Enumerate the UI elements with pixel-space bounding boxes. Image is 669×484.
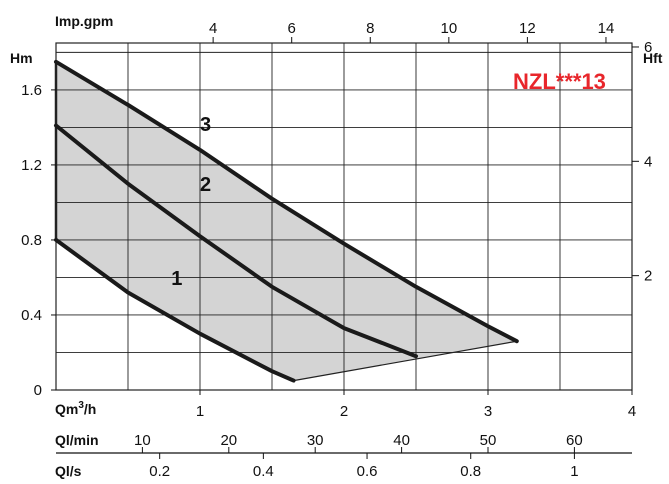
top-tick-label: 14 [598, 20, 615, 37]
left-axis-label: Hm [10, 50, 33, 66]
curve-1 [54, 237, 296, 383]
ls-tick-label: 0.6 [357, 463, 378, 480]
left-tick-label: 0 [34, 382, 42, 399]
top-tick-label: 8 [366, 20, 374, 37]
operating-envelope [56, 61, 517, 381]
ls-tick-label: 1 [570, 463, 578, 480]
top-tick-label: 6 [288, 20, 296, 37]
bottom-axis-label-ls: Ql/s [55, 463, 82, 479]
curve-label-1: 1 [171, 268, 182, 290]
curve-label-2: 2 [200, 174, 211, 196]
right-axis-label: Hft [643, 50, 663, 66]
lmin-tick-label: 10 [134, 432, 151, 449]
top-tick-label: 4 [209, 20, 217, 37]
top-tick-label: 12 [519, 20, 536, 37]
lmin-tick-label: 50 [480, 432, 497, 449]
bottom-axis-label-lmin: Ql/min [55, 432, 99, 448]
envelope-bottom-edge [293, 340, 517, 382]
bottom-tick-label: 4 [628, 403, 636, 420]
bottom-tick-label: 3 [484, 403, 492, 420]
curve-2 [54, 123, 418, 359]
bottom-tick-label: 2 [340, 403, 348, 420]
bottom-axis-label-m3h: Qm3/h [55, 400, 96, 417]
lmin-tick-label: 40 [393, 432, 410, 449]
right-tick-label: 2 [644, 268, 652, 285]
curve-label-3: 3 [200, 114, 211, 136]
right-tick-label: 6 [644, 39, 652, 56]
lmin-tick-label: 30 [307, 432, 324, 449]
ls-tick-label: 0.8 [460, 463, 481, 480]
curve-3 [54, 59, 519, 344]
ls-tick-label: 0.2 [149, 463, 170, 480]
left-tick-label: 0.4 [21, 307, 42, 324]
left-tick-label: 0.8 [21, 232, 42, 249]
left-tick-label: 1.6 [21, 82, 42, 99]
top-tick-label: 10 [440, 20, 457, 37]
top-axis-label: Imp.gpm [55, 13, 113, 29]
model-label: NZL***13 [513, 69, 606, 94]
left-tick-label: 1.2 [21, 157, 42, 174]
ls-tick-label: 0.4 [253, 463, 274, 480]
lmin-tick-label: 20 [220, 432, 237, 449]
bottom-tick-label: 1 [196, 403, 204, 420]
lmin-tick-label: 60 [566, 432, 583, 449]
right-tick-label: 4 [644, 153, 652, 170]
